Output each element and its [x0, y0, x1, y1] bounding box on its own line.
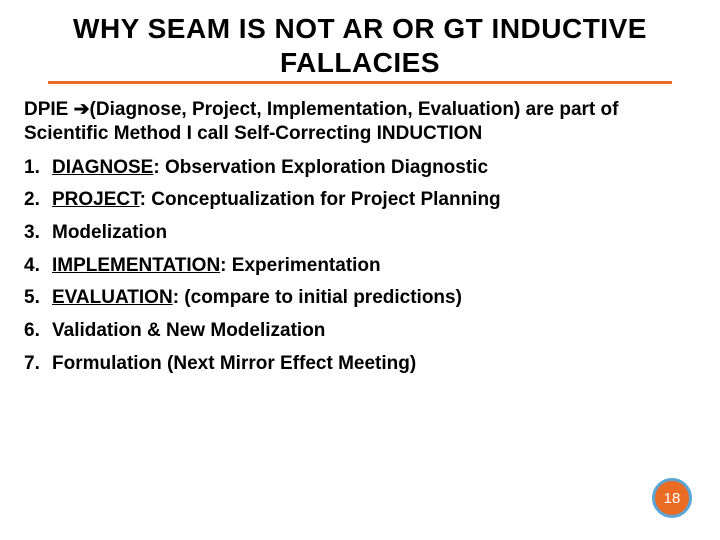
list-item-number: 5.: [24, 286, 40, 311]
list-item-text: Modelization: [52, 222, 167, 243]
list-item-underlined: EVALUATION: [52, 287, 173, 308]
list-item-number: 3.: [24, 221, 40, 246]
slide-title-line2: FALLACIES: [0, 46, 720, 80]
content-area: DPIE ➔(Diagnose, Project, Implementation…: [0, 88, 720, 380]
intro-rest: (Diagnose, Project, Implementation, Eval…: [24, 99, 618, 144]
intro-paragraph: DPIE ➔(Diagnose, Project, Implementation…: [24, 98, 696, 146]
list-item: 2. PROJECT: Conceptualization for Project…: [24, 184, 696, 217]
list-item-underlined: IMPLEMENTATION: [52, 255, 220, 276]
list-item-number: 2.: [24, 188, 40, 213]
list-item-number: 7.: [24, 352, 40, 377]
title-block: WHY SEAM IS NOT AR OR GT INDUCTIVE FALLA…: [0, 0, 720, 88]
list-item: 6. Validation & New Modelization: [24, 315, 696, 348]
list-item-underlined: DIAGNOSE: [52, 157, 153, 178]
page-number-badge: 18: [652, 478, 692, 518]
list-item-number: 4.: [24, 254, 40, 279]
slide-title-line1: WHY SEAM IS NOT AR OR GT INDUCTIVE: [0, 12, 720, 46]
list-item-text: Validation & New Modelization: [52, 320, 325, 341]
intro-prefix: DPIE: [24, 99, 74, 120]
list-item-text: : Conceptualization for Project Planning: [140, 189, 501, 210]
list-item-text: : Observation Exploration Diagnostic: [153, 157, 488, 178]
list-item-number: 6.: [24, 319, 40, 344]
list-item-text: : (compare to initial predictions): [173, 287, 462, 308]
arrow-icon: ➔: [74, 98, 90, 122]
list-item: 4. IMPLEMENTATION: Experimentation: [24, 250, 696, 283]
list-item-number: 1.: [24, 156, 40, 181]
list-item: 1. DIAGNOSE: Observation Exploration Diag…: [24, 152, 696, 185]
list-item: 7. Formulation (Next Mirror Effect Meetin…: [24, 348, 696, 381]
numbered-list: 1. DIAGNOSE: Observation Exploration Diag…: [24, 152, 696, 381]
list-item-underlined: PROJECT: [52, 189, 140, 210]
page-number: 18: [664, 490, 681, 507]
list-item: 5. EVALUATION: (compare to initial predic…: [24, 282, 696, 315]
list-item: 3. Modelization: [24, 217, 696, 250]
list-item-text: Formulation (Next Mirror Effect Meeting): [52, 353, 416, 374]
title-underline: [48, 81, 672, 84]
list-item-text: : Experimentation: [220, 255, 380, 276]
